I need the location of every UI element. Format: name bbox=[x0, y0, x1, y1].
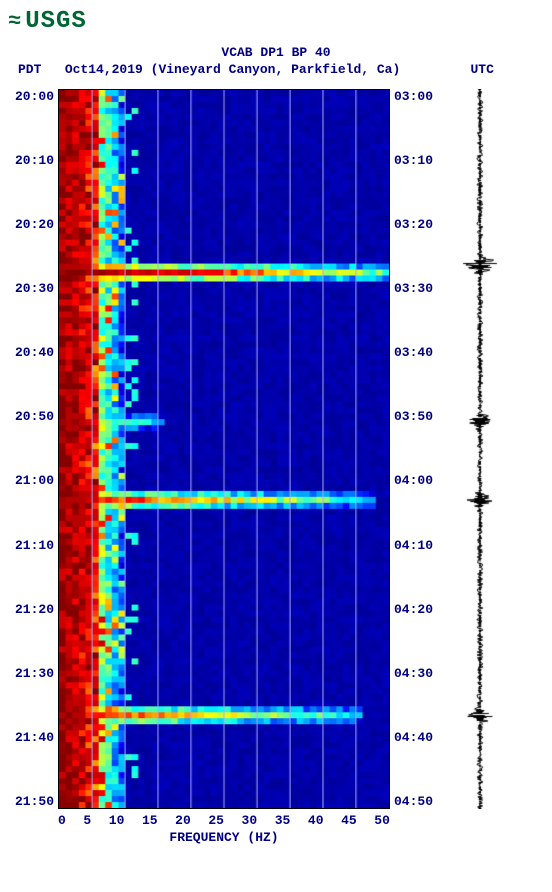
right-time-tick: 03:10 bbox=[394, 153, 440, 168]
freq-tick: 40 bbox=[308, 813, 324, 828]
left-time-tick: 20:30 bbox=[8, 281, 54, 296]
left-time-tick: 21:20 bbox=[8, 602, 54, 617]
right-time-tick: 04:40 bbox=[394, 730, 440, 745]
right-time-tick: 03:50 bbox=[394, 409, 440, 424]
right-time-tick: 04:20 bbox=[394, 602, 440, 617]
left-time-tick: 20:20 bbox=[8, 217, 54, 232]
freq-tick: 15 bbox=[142, 813, 158, 828]
seismogram-trace bbox=[450, 89, 510, 809]
spectrogram bbox=[58, 89, 390, 809]
freq-tick: 20 bbox=[175, 813, 191, 828]
right-time-axis: 03:00 03:10 03:20 03:30 03:40 03:50 04:00 04:10… bbox=[390, 89, 440, 809]
freq-tick: 0 bbox=[58, 813, 66, 828]
freq-tick: 25 bbox=[208, 813, 224, 828]
right-time-tick: 03:00 bbox=[394, 89, 440, 104]
plot-area: 20:00 20:10 20:20 20:30 20:40 20:50 21:00 21:10… bbox=[8, 89, 544, 809]
right-time-tick: 04:10 bbox=[394, 538, 440, 553]
right-time-tick: 04:00 bbox=[394, 473, 440, 488]
freq-tick: 5 bbox=[83, 813, 91, 828]
right-time-tick: 04:50 bbox=[394, 794, 440, 809]
freq-tick: 50 bbox=[374, 813, 390, 828]
chart-subtitle: PDT Oct14,2019 (Vineyard Canyon, Parkfie… bbox=[8, 62, 544, 77]
left-time-tick: 21:50 bbox=[8, 794, 54, 809]
right-time-tick: 04:30 bbox=[394, 666, 440, 681]
left-time-tick: 20:00 bbox=[8, 89, 54, 104]
frequency-axis-label: FREQUENCY (HZ) bbox=[58, 830, 390, 845]
left-time-tick: 20:50 bbox=[8, 409, 54, 424]
left-timezone: PDT bbox=[18, 62, 41, 77]
logo-text: USGS bbox=[25, 8, 87, 35]
left-time-tick: 20:40 bbox=[8, 345, 54, 360]
frequency-axis-ticks: 0 5 10 15 20 25 30 35 40 45 50 bbox=[58, 813, 390, 828]
left-time-axis: 20:00 20:10 20:20 20:30 20:40 20:50 21:00 21:10… bbox=[8, 89, 58, 809]
freq-tick: 10 bbox=[109, 813, 125, 828]
chart-location: (Vineyard Canyon, Parkfield, Ca) bbox=[151, 62, 401, 77]
freq-tick: 30 bbox=[242, 813, 258, 828]
left-time-tick: 21:40 bbox=[8, 730, 54, 745]
right-timezone: UTC bbox=[471, 62, 494, 77]
freq-tick: 45 bbox=[341, 813, 357, 828]
chart-date: Oct14,2019 bbox=[65, 62, 143, 77]
left-time-tick: 21:10 bbox=[8, 538, 54, 553]
logo-wave-icon: ≈ bbox=[8, 11, 21, 33]
left-time-tick: 21:30 bbox=[8, 666, 54, 681]
right-time-tick: 03:30 bbox=[394, 281, 440, 296]
left-time-tick: 21:00 bbox=[8, 473, 54, 488]
usgs-logo: ≈ USGS bbox=[8, 8, 544, 35]
left-time-tick: 20:10 bbox=[8, 153, 54, 168]
freq-tick: 35 bbox=[275, 813, 291, 828]
chart-title: VCAB DP1 BP 40 bbox=[8, 45, 544, 60]
right-time-tick: 03:20 bbox=[394, 217, 440, 232]
right-time-tick: 03:40 bbox=[394, 345, 440, 360]
